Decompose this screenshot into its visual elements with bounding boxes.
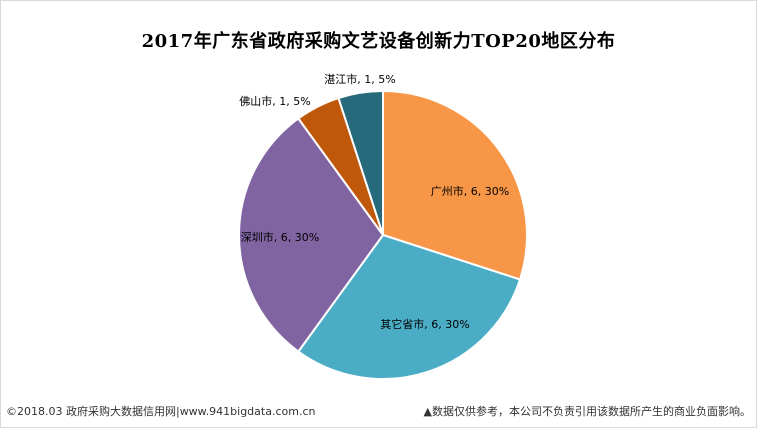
pie-slices	[237, 89, 528, 380]
pie-slice-3	[237, 117, 385, 353]
data-label-1: 广州市, 6, 30%	[431, 184, 509, 198]
chart-title: 2017年广东省政府采购文艺设备创新力TOP20地区分布	[141, 31, 616, 52]
pie-slice-5	[337, 89, 384, 236]
data-label-3: 深圳市, 6, 30%	[241, 230, 319, 244]
pie-slice-1	[382, 89, 528, 281]
pie-slice-2	[296, 233, 522, 380]
data-label-2: 其它省市, 6, 30%	[380, 317, 469, 331]
data-label-4: 佛山市, 1, 5%	[239, 94, 310, 108]
footer-disclaimer: ▲数据仅供参考，本公司不负责引用该数据所产生的商业负面影响。	[423, 405, 751, 418]
data-label-5: 湛江市, 1, 5%	[324, 72, 395, 86]
footer-source: ©2018.03 政府采购大数据信用网|www.941bigdata.com.c…	[6, 405, 316, 418]
pie-data-labels: 广州市, 6, 30% 其它省市, 6, 30% 深圳市, 6, 30% 佛山市, 1…	[239, 72, 509, 331]
